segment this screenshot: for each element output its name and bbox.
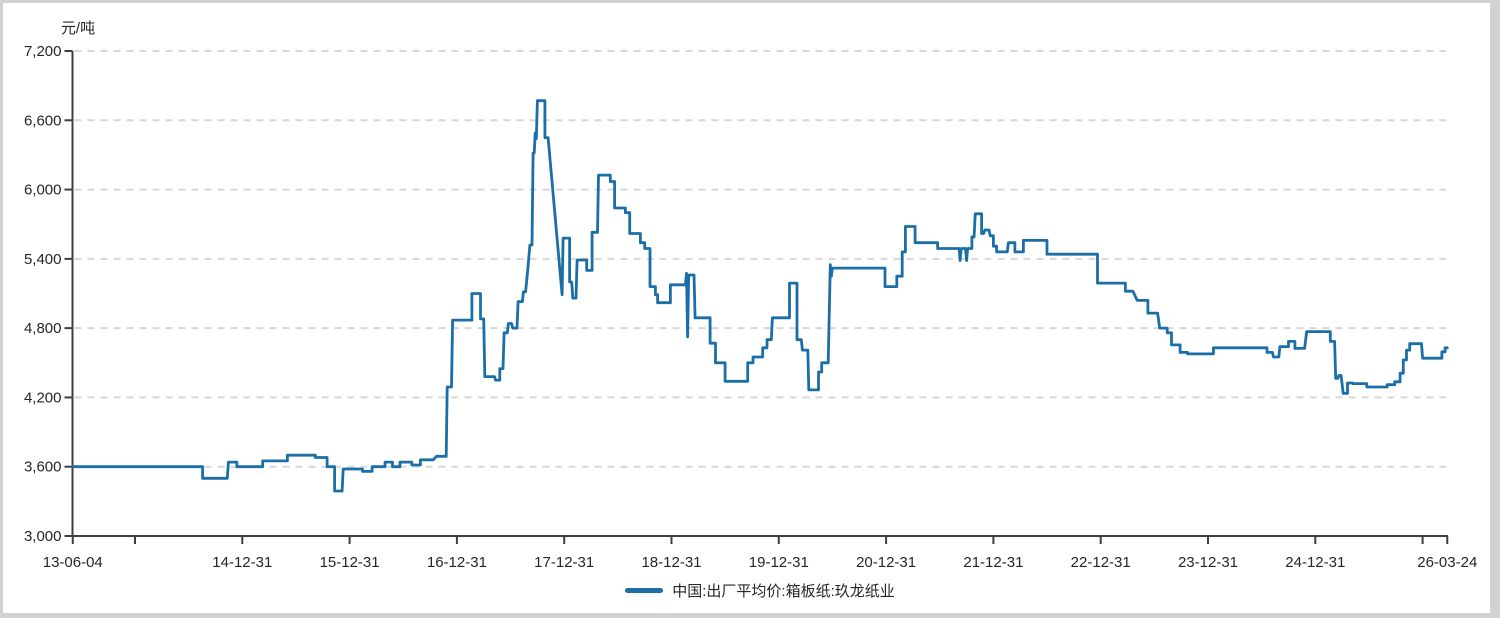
chart-canvas bbox=[3, 3, 1490, 613]
legend: 中国:出厂平均价:箱板纸:玖龙纸业 bbox=[72, 577, 1448, 603]
legend-line-marker bbox=[625, 587, 664, 593]
y-axis-unit-label: 元/吨 bbox=[60, 20, 96, 37]
legend-label: 中国:出厂平均价:箱板纸:玖龙纸业 bbox=[672, 582, 895, 600]
legend-item-series-0[interactable]: 中国:出厂平均价:箱板纸:玖龙纸业 bbox=[625, 580, 895, 601]
